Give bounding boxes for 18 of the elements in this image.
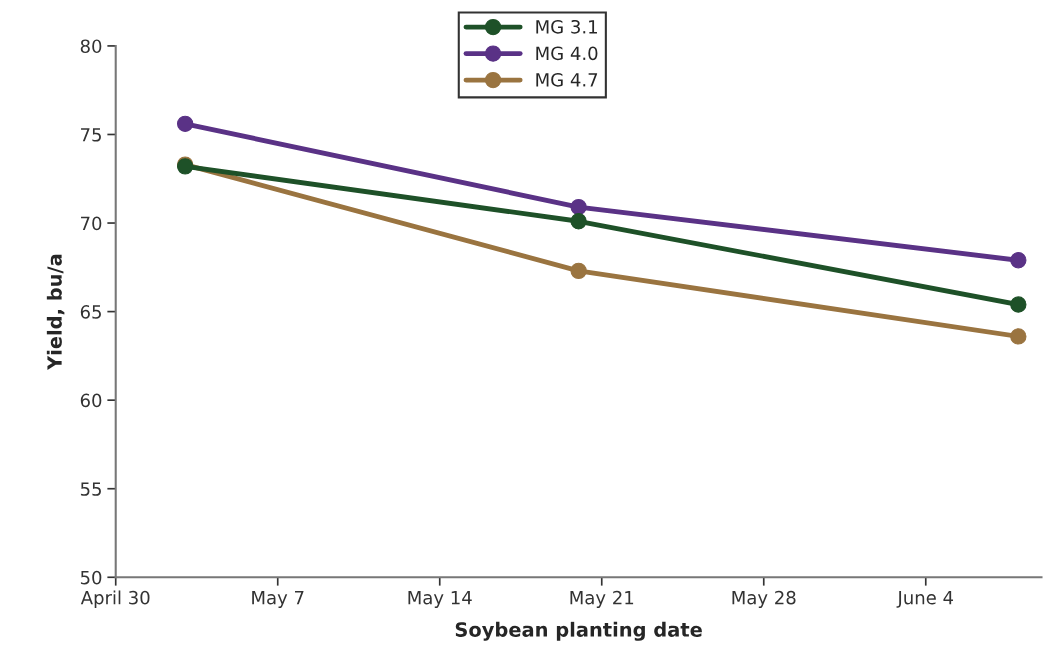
x-tick-label: June 4 — [896, 591, 954, 608]
y-tick-label: 80 — [80, 39, 102, 54]
y-tick-label: 60 — [80, 393, 102, 408]
legend-label: MG 4.0 — [536, 46, 598, 61]
x-tick-label: May 28 — [732, 590, 796, 608]
x-tick-label: May 21 — [570, 590, 634, 608]
y-tick-label: 55 — [80, 482, 101, 496]
y-tick-label: 65 — [80, 305, 101, 319]
x-axis-title: Soybean planting date — [455, 621, 702, 641]
x-tick-label: May 14 — [408, 591, 472, 608]
y-tick-label: 50 — [80, 570, 102, 585]
y-tick-label: 70 — [81, 216, 102, 231]
legend-label: MG 4.7 — [536, 72, 598, 87]
legend-label: MG 3.1 — [536, 19, 597, 34]
x-tick-label: April 30 — [80, 590, 150, 608]
y-axis-title: Yield, bu/a — [46, 254, 65, 371]
x-tick-label: May 7 — [252, 591, 304, 608]
y-tick-label: 75 — [81, 128, 101, 142]
